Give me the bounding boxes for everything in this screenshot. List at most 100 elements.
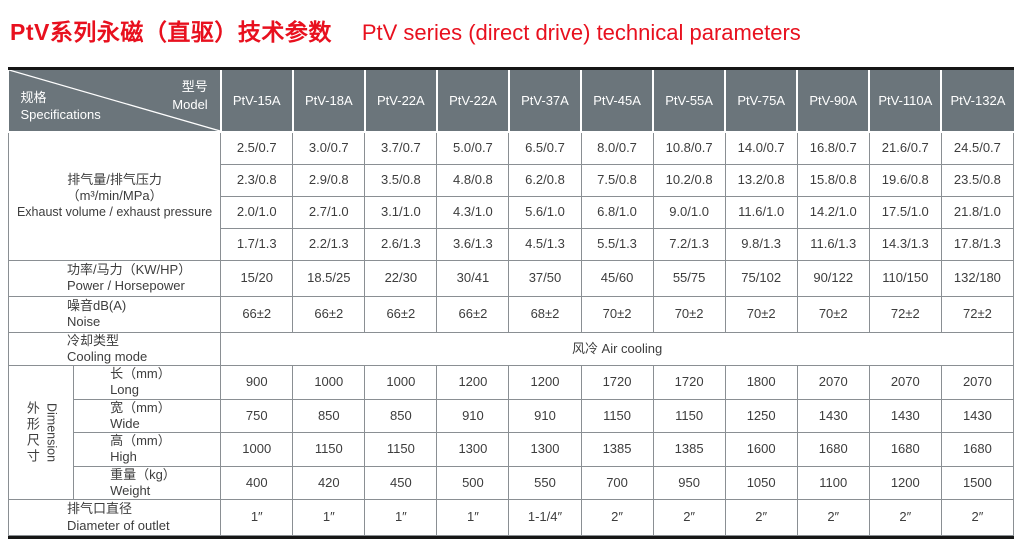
value-cell: 2070 (940, 365, 1015, 400)
parameters-table: 型号 Model 规格 Specifications PtV-15A PtV-18… (7, 70, 1015, 536)
value-cell: 1430 (796, 398, 870, 433)
corner-model-label: 型号 Model (172, 78, 207, 113)
value-cell: 2″ (940, 499, 1015, 536)
value-cell: 风冷 Air cooling (220, 331, 1014, 366)
value-cell: 1200 (868, 465, 942, 500)
value-cell: 1385 (580, 432, 654, 467)
row-label-zh: 噪音dB(A) (67, 297, 127, 313)
value-cell: 2.9/0.8 (292, 163, 366, 197)
row-label-zh: 排气口直径 (67, 501, 133, 517)
value-cell: 950 (652, 465, 726, 500)
value-cell: 1150 (580, 398, 654, 433)
value-cell: 1200 (436, 365, 510, 400)
model-header: PtV-132A (940, 70, 1014, 133)
corner-spec-label: 规格 Specifications (21, 89, 101, 124)
value-cell: 9.8/1.3 (724, 227, 798, 261)
value-cell: 2.0/1.0 (220, 195, 294, 229)
value-cell: 10.8/0.7 (652, 131, 726, 165)
value-cell: 9.0/1.0 (652, 195, 726, 229)
value-cell: 2″ (868, 499, 942, 536)
page-title-en: PtV series (direct drive) technical para… (361, 20, 801, 45)
row-label-en: Wide (110, 415, 140, 431)
value-cell: 5.6/1.0 (508, 195, 582, 229)
row-label-en: Power / Horsepower (67, 278, 185, 293)
value-cell: 550 (508, 465, 582, 500)
row-label-en: High (110, 449, 137, 465)
table-row: 噪音dB(A) Noise 66±2 66±2 66±2 66±2 68±2 70±2 70±2… (7, 295, 1015, 333)
group-label-en: Dimension (44, 402, 59, 463)
value-cell: 1720 (580, 365, 654, 400)
value-cell: 2.2/1.3 (292, 227, 366, 261)
value-cell: 850 (292, 398, 366, 433)
table-row: 1.7/1.3 2.2/1.3 2.6/1.3 3.6/1.3 4.5/1.3 5.5/1… (9, 227, 1015, 261)
row-label-en: Weight (110, 482, 151, 498)
table-row: 2.3/0.8 2.9/0.8 3.5/0.8 4.8/0.8 6.2/0.8 7.5/0… (9, 163, 1015, 197)
value-cell: 1680 (868, 432, 942, 467)
model-header: PtV-15A (219, 70, 294, 133)
value-cell: 750 (220, 398, 294, 433)
row-label-en: Diameter of outlet (67, 517, 170, 533)
value-cell: 1680 (940, 432, 1015, 467)
value-cell: 2″ (724, 499, 798, 536)
value-cell: 1385 (652, 432, 726, 467)
diagonal-divider-line (9, 70, 220, 131)
table-row: 排气口直径 Diameter of outlet 1″ 1″ 1″ 1″ 1-1/4″ 2″ 2… (7, 499, 1015, 536)
parameters-table-wrapper: 型号 Model 规格 Specifications PtV-15A PtV-18… (7, 67, 1015, 539)
value-cell: 1250 (724, 398, 798, 433)
value-cell: 5.5/1.3 (580, 227, 654, 261)
value-cell: 4.8/0.8 (436, 163, 510, 197)
value-cell: 70±2 (652, 295, 726, 333)
value-cell: 2.5/0.7 (220, 131, 294, 165)
value-cell: 8.0/0.7 (580, 131, 654, 165)
value-cell: 4.5/1.3 (508, 227, 582, 261)
value-cell: 14.3/1.3 (868, 227, 942, 261)
row-label: 宽（mm） Wide (73, 398, 222, 433)
value-cell: 1150 (652, 398, 726, 433)
value-cell: 66±2 (220, 295, 294, 333)
value-cell: 72±2 (868, 295, 942, 333)
page-title: PtV系列永磁（直驱）技术参数 PtV series (direct drive… (10, 13, 1024, 47)
value-cell: 90/122 (796, 259, 870, 297)
row-label: 长（mm） Long (73, 365, 222, 400)
model-header: PtV-18A (291, 70, 366, 133)
model-header: PtV-75A (724, 70, 799, 133)
value-cell: 7.5/0.8 (580, 163, 654, 197)
value-cell: 6.2/0.8 (508, 163, 582, 197)
value-cell: 1-1/4″ (508, 499, 582, 536)
value-cell: 6.8/1.0 (580, 195, 654, 229)
row-label: 冷却类型 Cooling mode (7, 331, 222, 366)
table-header-row: 型号 Model 规格 Specifications PtV-15A PtV-18… (8, 70, 1014, 133)
value-cell: 23.5/0.8 (940, 163, 1015, 197)
model-header: PtV-37A (507, 70, 583, 133)
value-cell: 19.6/0.8 (868, 163, 942, 197)
value-cell: 3.1/1.0 (364, 195, 438, 229)
value-cell: 2.3/0.8 (220, 163, 294, 197)
value-cell: 1150 (292, 432, 366, 467)
value-cell: 400 (220, 465, 294, 500)
value-cell: 75/102 (724, 259, 798, 297)
value-cell: 1720 (652, 365, 726, 400)
value-cell: 1600 (724, 432, 798, 467)
value-cell: 70±2 (580, 295, 654, 333)
row-label: 噪音dB(A) Noise (7, 295, 222, 333)
value-cell: 110/150 (868, 259, 942, 297)
table-row: 宽（mm） Wide 750 850 850 910 910 1150 1150 1250 1430… (9, 398, 1015, 433)
value-cell: 70±2 (796, 295, 870, 333)
row-label-line: （m³/min/MPa） (66, 188, 163, 204)
table-row: 2.0/1.0 2.7/1.0 3.1/1.0 4.3/1.0 5.6/1.0 6.8/1… (9, 195, 1015, 229)
row-label-en: Noise (67, 314, 101, 329)
value-cell: 1800 (724, 365, 798, 400)
value-cell: 1680 (796, 432, 870, 467)
table-row: 高（mm） High 1000 1150 1150 1300 1300 1385 1385 160… (9, 432, 1015, 467)
value-cell: 850 (364, 398, 438, 433)
value-cell: 2″ (652, 499, 726, 536)
row-label: 排气口直径 Diameter of outlet (7, 499, 222, 536)
table-body: 排气量/排气压力 （m³/min/MPa） Exhaust volume / exh… (7, 131, 1015, 536)
value-cell: 2070 (796, 365, 870, 400)
value-cell: 3.6/1.3 (436, 227, 510, 261)
value-cell: 1200 (508, 365, 582, 400)
table-row: 功率/马力（KW/HP） Power / Horsepower 15/20 18.5/… (7, 259, 1015, 297)
row-label-zh: 功率/马力（KW/HP） (67, 261, 192, 277)
model-header: PtV-22A (363, 70, 438, 133)
row-label: 重量（kg） Weight (73, 465, 222, 500)
